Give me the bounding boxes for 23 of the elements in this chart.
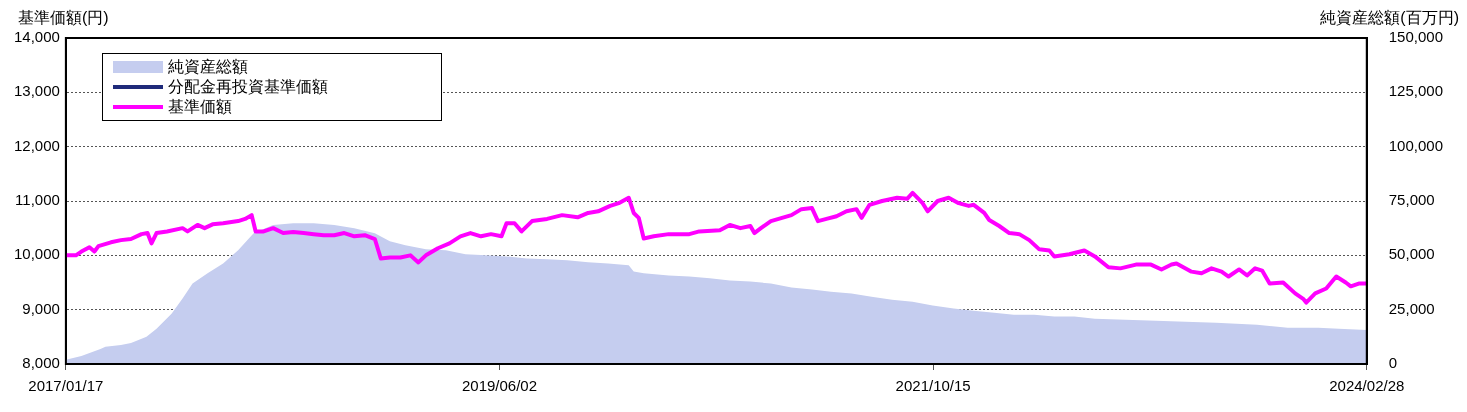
legend-label: 基準価額 [168,97,232,117]
y2-tick-label: 25,000 [1388,299,1435,317]
y2-tick-label: 100,000 [1388,136,1444,154]
y-axis-title: 基準価額(円) [18,8,109,28]
x-tick-label: 2017/01/17 [28,377,104,395]
x-tick-label: 2021/10/15 [895,377,971,395]
y-tick-label: 8,000 [22,354,60,372]
y-tick-label: 13,000 [13,82,60,100]
legend-label: 分配金再投資基準価額 [168,77,328,97]
legend-label: 純資産総額 [168,57,248,77]
y2-tick-label: 75,000 [1388,191,1435,209]
y-tick-label: 10,000 [13,245,60,263]
y2-tick-label: 50,000 [1388,245,1435,263]
y-tick-label: 12,000 [13,136,60,154]
y-tick-label: 11,000 [15,191,60,209]
y-tick-label: 9,000 [22,299,60,317]
x-tick-label: 2019/06/02 [461,377,538,395]
y2-tick-label: 0 [1388,354,1398,372]
y-tick-label: 14,000 [13,28,60,46]
x-tick-label: 2024/02/28 [1329,377,1405,395]
y2-tick-label: 150,000 [1388,28,1444,46]
y2-tick-label: 125,000 [1388,82,1444,100]
y2-axis-title: 純資産総額(百万円) [1320,8,1459,28]
